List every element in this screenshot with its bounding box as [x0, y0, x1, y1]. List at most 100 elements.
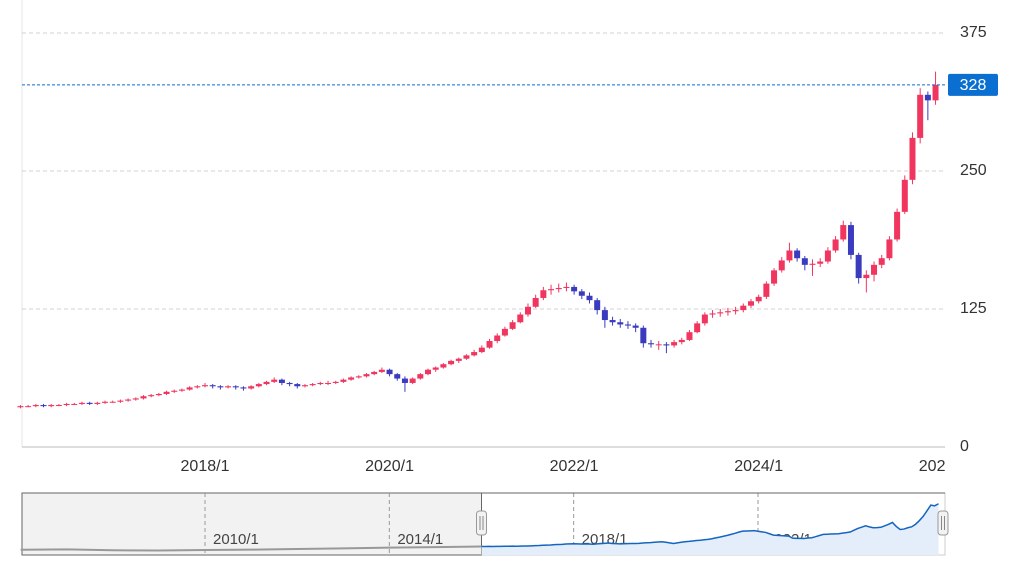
candle-body [202, 385, 208, 387]
candle-body [248, 386, 255, 389]
plot-area: 2018/1 2020/1 2022/1 2024/1 2026/1 [17, 0, 968, 475]
candle-body [340, 379, 347, 382]
candle-body [25, 406, 32, 408]
navigator-line [481, 503, 939, 548]
candle-body [778, 260, 785, 271]
candle-body [471, 352, 478, 356]
candle-body [571, 286, 578, 292]
candle-body [801, 258, 808, 265]
last-price-label: 328 [960, 77, 987, 94]
candle-body [102, 401, 109, 403]
candle-body [771, 270, 778, 284]
candle-body [140, 396, 147, 399]
candle-body [86, 402, 93, 404]
candle-body [640, 327, 647, 344]
candle-body [747, 301, 754, 306]
navigator-tick-label: 2010/1 [213, 531, 259, 548]
candle-body [540, 290, 547, 298]
y-tick-label: 125 [960, 300, 987, 317]
candle-body [932, 84, 939, 101]
x-tick-label: 2020/1 [365, 458, 414, 475]
candle-body [755, 296, 762, 302]
candle-body [448, 360, 455, 365]
candle-body [463, 355, 470, 359]
candle-body [555, 288, 562, 290]
candle-body [624, 324, 631, 326]
candle-body [294, 384, 301, 387]
candle-body [563, 286, 570, 289]
candle-body [155, 394, 162, 396]
candle-body [617, 322, 624, 325]
candle-body [894, 211, 901, 240]
candle-body [163, 391, 170, 395]
candle-body [494, 335, 501, 342]
candle-body [240, 387, 247, 389]
candle-body [440, 364, 447, 368]
candle-body [117, 400, 124, 402]
candle-body [886, 239, 893, 259]
candle-body [847, 225, 854, 255]
x-tick-label: 2022/1 [550, 458, 599, 475]
x-tick-label: 2026/1 [919, 458, 968, 475]
candle-body [740, 305, 747, 311]
candle-body [225, 386, 232, 388]
candle-body [17, 406, 24, 408]
candle-body [871, 264, 878, 275]
candle-body [678, 339, 685, 343]
candle-body [378, 369, 385, 372]
candle-body [186, 387, 193, 390]
candle-body [609, 320, 616, 323]
candle-body [332, 381, 339, 383]
candle-body [671, 342, 678, 346]
candle-body [548, 289, 555, 291]
candle-body [578, 291, 585, 296]
candle-body [217, 386, 224, 388]
navigator-handle-right[interactable] [937, 510, 949, 536]
navigator-mask [21, 492, 482, 556]
candle-body [401, 378, 408, 383]
navigator-handle-left[interactable] [476, 510, 487, 536]
candle-body [425, 369, 432, 375]
candle-body [209, 385, 216, 387]
y-tick-label: 375 [960, 24, 987, 41]
candle-body [371, 371, 378, 375]
candle-body [148, 395, 155, 397]
candle-body [763, 283, 770, 297]
candle-body [255, 384, 262, 387]
candle-body [840, 225, 847, 240]
candle-body [132, 398, 139, 400]
last-price-badge [948, 73, 998, 96]
navigator-area [481, 503, 939, 555]
x-tick-label: 2018/1 [181, 458, 230, 475]
candle-body [409, 378, 416, 383]
candle-body [40, 405, 47, 407]
candle-body [594, 300, 601, 311]
candle-body [863, 274, 870, 279]
candle-body [63, 403, 70, 406]
candle-body [171, 390, 178, 392]
candle-body [317, 382, 324, 385]
candle-body [309, 384, 316, 386]
candle-body [417, 374, 424, 379]
y-axis: 0 125 250 375 328 [948, 24, 998, 455]
candle-body [78, 402, 85, 404]
candle-body [924, 94, 931, 101]
candle-body [325, 382, 332, 384]
candle-body [601, 310, 608, 321]
candle-body [709, 313, 716, 315]
candle-body [717, 312, 724, 314]
candle-body [524, 306, 531, 315]
candle-body [386, 369, 393, 375]
candle-body [55, 405, 62, 407]
candle-body [501, 328, 508, 336]
candle-body [109, 401, 116, 403]
candle-body [901, 179, 908, 212]
candle-body [363, 374, 370, 377]
candle-body [178, 389, 185, 391]
candle-body [455, 358, 462, 361]
candle-body [663, 344, 670, 346]
candle-body [194, 386, 201, 388]
candle-body [917, 94, 924, 138]
candle-body [809, 263, 816, 265]
